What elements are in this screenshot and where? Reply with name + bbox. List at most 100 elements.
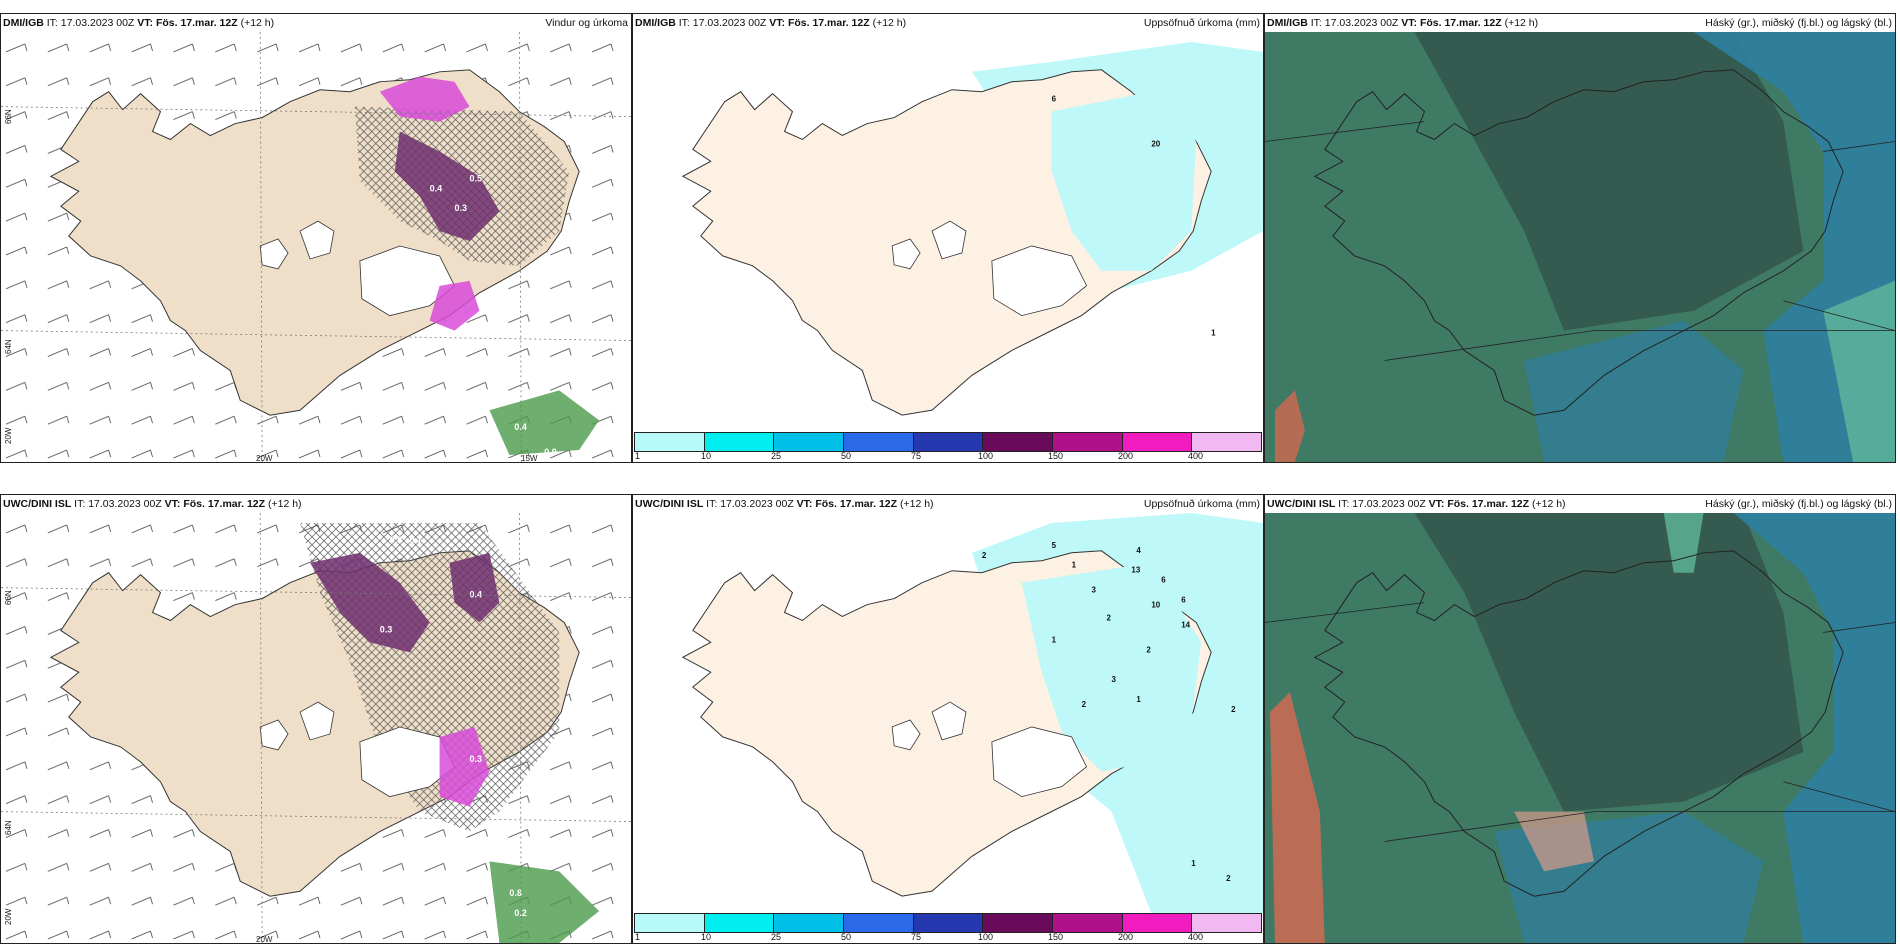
map-accum-precip[interactable]: 6 20 1	[633, 32, 1263, 432]
colorbar: 1 10 25 50 75 100 150 200 400	[633, 432, 1263, 462]
issue-time: 17.03.2023 00Z	[720, 498, 794, 510]
accum-label: 20	[1151, 139, 1160, 148]
colorbar-tick: 150	[1048, 932, 1064, 942]
accum-label: 3	[1092, 586, 1097, 595]
map-cloud[interactable]	[1265, 32, 1895, 462]
lon-label: 15W	[521, 454, 538, 463]
colorbar-tick: 400	[1188, 932, 1204, 942]
map-wind-precip[interactable]: 0.8 0.7 0.3 0.4 0.3 0.8 0.2	[1, 513, 631, 943]
lat-label: 66N	[4, 590, 13, 605]
precip-label: 0.4	[430, 183, 442, 193]
lead-time: (+12 h)	[1504, 17, 1539, 29]
precip-label: 0.4	[470, 590, 482, 600]
model-name: UWC/DINI ISL	[3, 498, 72, 510]
panel-uwc-accum-precip: UWC/DINI ISL IT: 17.03.2023 00Z VT: Fös.…	[632, 494, 1264, 944]
accum-label: 10	[1151, 601, 1160, 610]
colorbar-box	[983, 433, 1054, 451]
accum-label: 1	[1072, 561, 1077, 570]
accum-label: 14	[1181, 620, 1190, 629]
cloud-teal-patch	[1663, 513, 1704, 573]
colorbar: 1 10 25 50 75 100 150 200 400	[633, 913, 1263, 943]
precip-label: 0.3	[470, 754, 482, 764]
lat-label: 66N	[4, 109, 13, 124]
colorbar-box	[1053, 433, 1123, 451]
iceland-outline	[1313, 550, 1844, 897]
colorbar-tick: 25	[771, 451, 782, 461]
issue-time: 17.03.2023 00Z	[1352, 498, 1426, 510]
accum-label: 6	[1161, 576, 1166, 585]
map-cloud[interactable]	[1265, 513, 1895, 943]
colorbar-box	[704, 914, 775, 932]
precip-label: 0.8	[509, 888, 521, 898]
accum-label: 2	[1106, 613, 1111, 622]
cloud-low-pink	[1514, 811, 1594, 872]
colorbar-box	[635, 914, 705, 932]
cloud-blue-east	[1733, 513, 1895, 943]
glacier-hofsjokull	[259, 238, 289, 270]
colorbar-box	[913, 914, 984, 932]
cloud-blue-south	[1524, 320, 1744, 462]
valid-time: Fös. 17.mar. 12Z	[815, 498, 898, 510]
colorbar-tick: 150	[1048, 451, 1064, 461]
graticule	[1, 32, 631, 462]
colorbar-tick: 10	[701, 451, 712, 461]
cloud-low-red	[1269, 692, 1325, 943]
map-wind-precip[interactable]: 0.4 0.3 0.5 0.4 0.9	[1, 32, 631, 462]
it-label: IT:	[1310, 17, 1322, 29]
panel-header: DMI/IGB IT: 17.03.2023 00Z VT: Fös. 17.m…	[1265, 14, 1895, 32]
vt-label: VT:	[1428, 498, 1445, 510]
valid-time: Fös. 17.mar. 12Z	[155, 17, 238, 29]
model-name: UWC/DINI ISL	[1267, 498, 1336, 510]
precip-area-purple	[394, 131, 500, 242]
lead-time: (+12 h)	[872, 17, 907, 29]
accum-label: 6	[1052, 95, 1057, 104]
panel-title: Uppsöfnuð úrkoma (mm)	[1143, 498, 1260, 510]
panel-dmi-wind-precip: DMI/IGB IT: 17.03.2023 00Z VT: Fös. 17.m…	[0, 13, 632, 463]
vt-label: VT:	[796, 498, 813, 510]
glacier-hofsjokull	[891, 719, 921, 751]
panel-title: Uppsöfnuð úrkoma (mm)	[1143, 17, 1260, 29]
model-name: DMI/IGB	[3, 17, 44, 29]
lon-label: 20W	[256, 454, 273, 463]
map-accum-precip[interactable]: 5 2 1 4 13 3 6 10 6 14 2 1 2 3 2 1 2 1 2	[633, 513, 1263, 913]
colorbar-box	[1122, 914, 1193, 932]
colorbar-box	[774, 433, 845, 451]
colorbar-box	[1192, 914, 1262, 932]
colorbar-tick: 1	[635, 932, 641, 942]
precip-label: 0.2	[514, 908, 526, 918]
glacier-hofsjokull	[259, 719, 289, 751]
colorbar-box	[844, 914, 914, 932]
colorbar-box	[1122, 433, 1193, 451]
colorbar-box	[913, 433, 984, 451]
precip-area-purple-east	[449, 552, 500, 623]
panel-dmi-cloud: DMI/IGB IT: 17.03.2023 00Z VT: Fös. 17.m…	[1264, 13, 1896, 463]
map-canvas: 0.4 0.3 0.5 0.4 0.9	[1, 32, 631, 462]
precip-label: 0.9	[544, 447, 556, 457]
accum-label: 2	[1231, 705, 1236, 714]
accum-label: 1	[1052, 635, 1057, 644]
issue-time: 17.03.2023 00Z	[88, 498, 162, 510]
panel-title: Vindur og úrkoma	[545, 17, 628, 29]
lon-label: 20W	[4, 427, 13, 444]
lat-label: 64N	[4, 820, 13, 835]
colorbar-tick: 200	[1118, 451, 1134, 461]
vt-label: VT:	[164, 498, 181, 510]
graticule	[1, 513, 631, 943]
glacier-langjokull	[299, 701, 335, 741]
colorbar-box	[983, 914, 1054, 932]
accum-label: 2	[1082, 700, 1087, 709]
grid-lines	[1265, 121, 1895, 361]
vt-label: VT:	[769, 17, 786, 29]
lead-time: (+12 h)	[240, 17, 275, 29]
panel-header: DMI/IGB IT: 17.03.2023 00Z VT: Fös. 17.m…	[633, 14, 1263, 32]
glacier-vatnajokull	[991, 245, 1088, 317]
valid-time: Fös. 17.mar. 12Z	[1419, 17, 1502, 29]
valid-time: Fös. 17.mar. 12Z	[183, 498, 266, 510]
colorbar-tick: 75	[911, 932, 922, 942]
accum-label: 1	[1211, 328, 1216, 337]
glacier-vatnajokull	[991, 726, 1088, 798]
issue-time: 17.03.2023 00Z	[1324, 17, 1399, 29]
precip-label: 0.5	[470, 173, 482, 183]
accum-label: 2	[1146, 645, 1151, 654]
precip-label: 0.8	[390, 535, 402, 545]
